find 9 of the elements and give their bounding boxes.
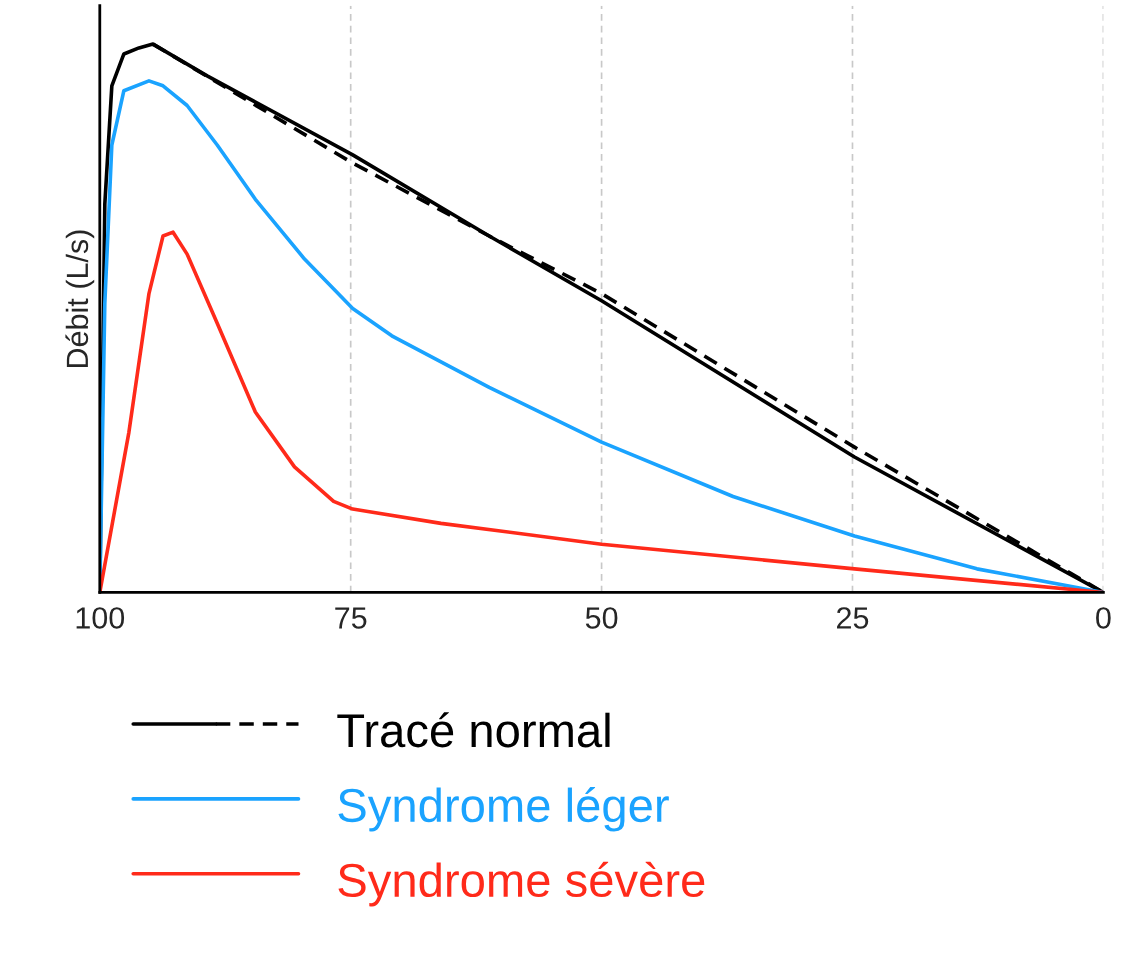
x-tick-label: 0: [1096, 607, 1111, 629]
x-tick-label: 75: [335, 607, 367, 629]
y-axis-title: Débit (L/s): [65, 230, 95, 368]
legend-label: Tracé normal: [337, 712, 610, 748]
x-tick-label: 50: [585, 607, 618, 629]
x-tick-label: 100: [76, 607, 125, 629]
legend-label: Syndrome sévère: [338, 861, 705, 907]
legend-label: Syndrome léger: [338, 787, 669, 832]
x-tick-label: 25: [837, 607, 869, 629]
